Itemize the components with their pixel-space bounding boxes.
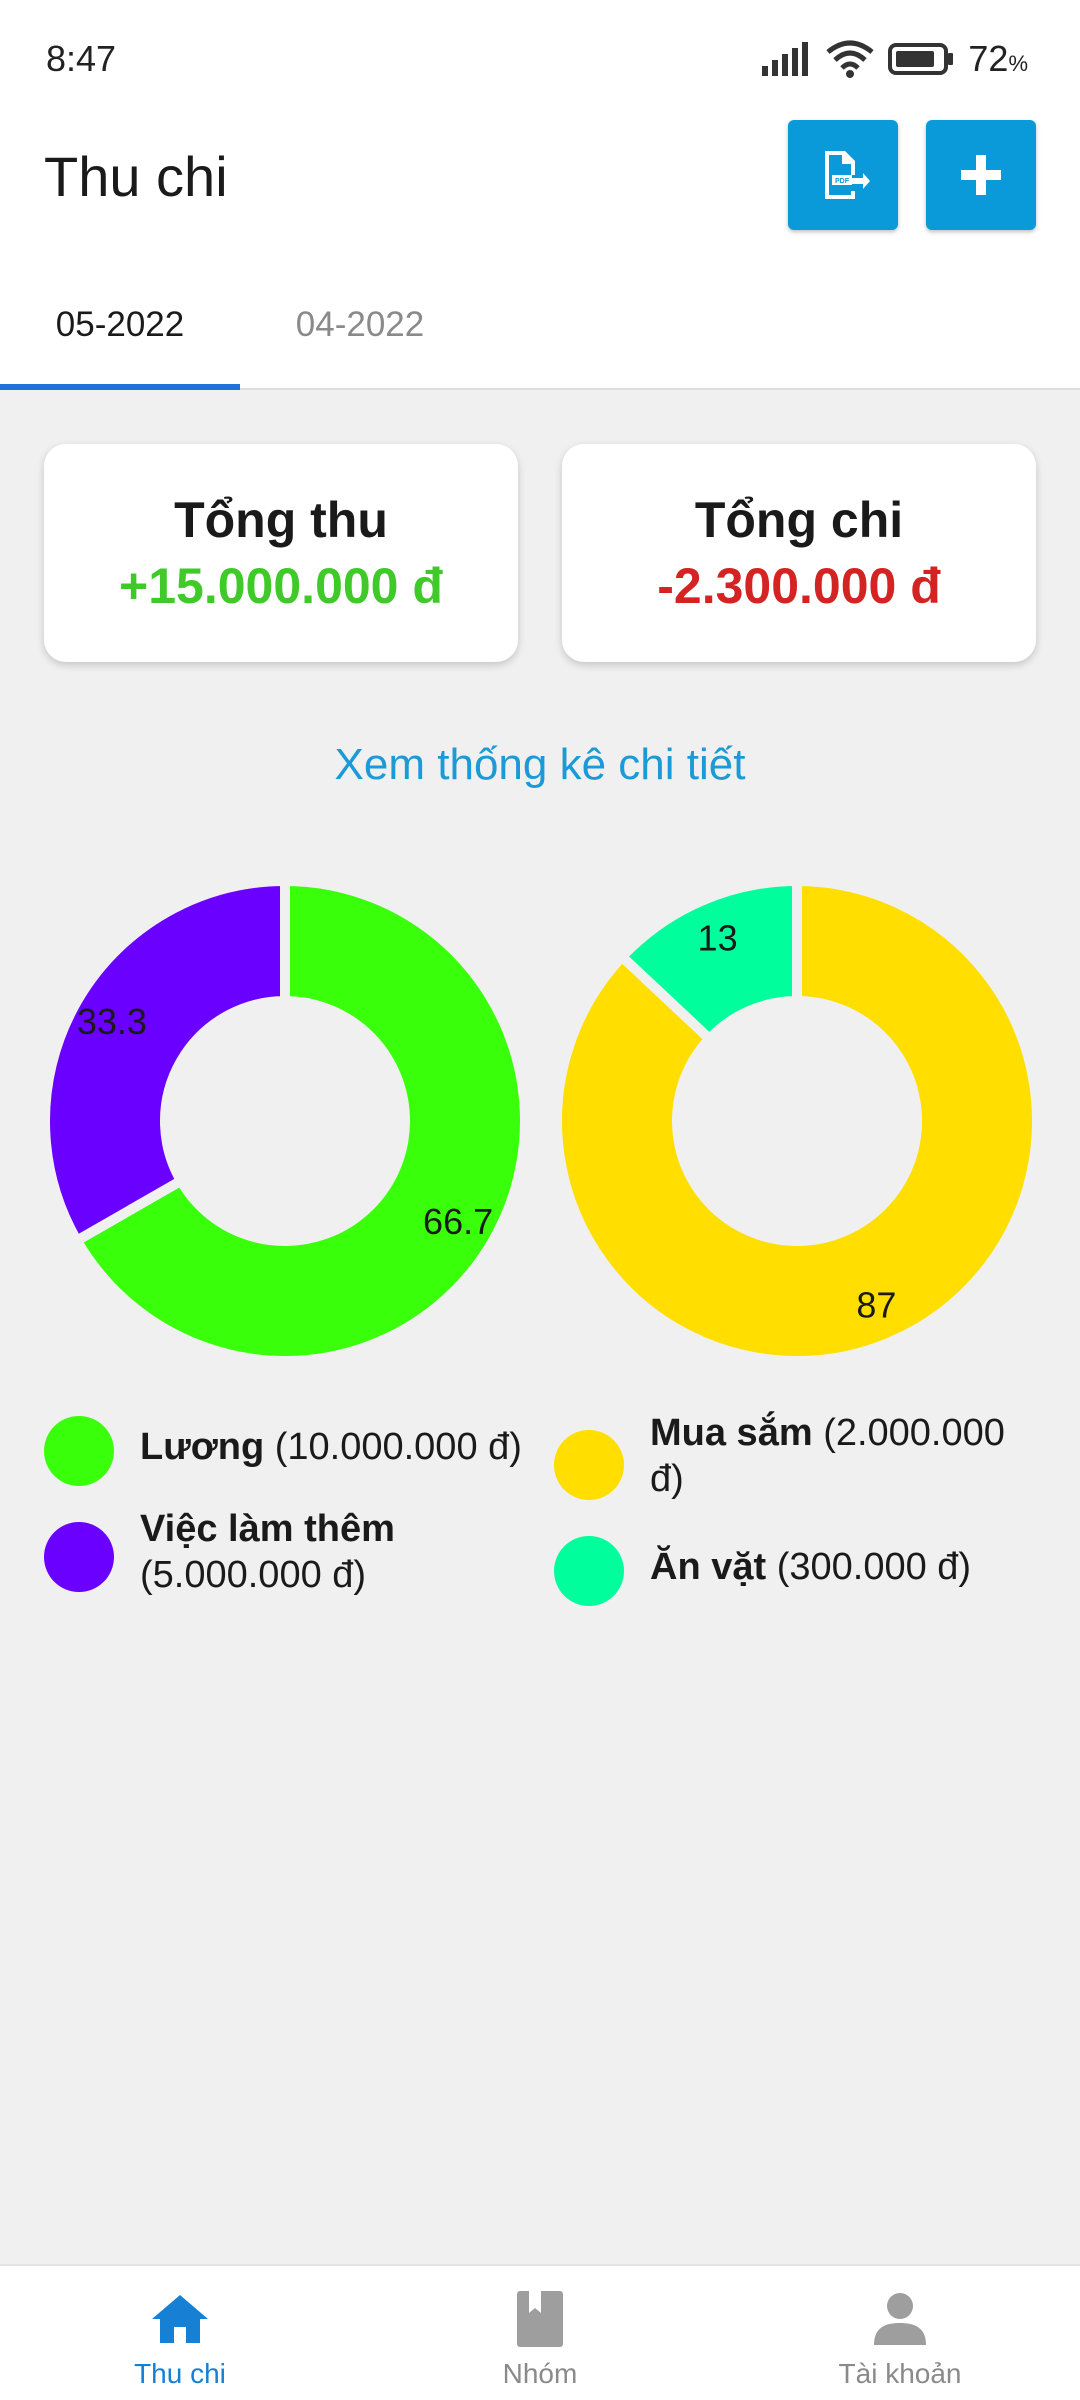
nav-label: Tài khoản (838, 2358, 962, 2389)
legend-item-luong: Lương (10.000.000 đ) (44, 1410, 544, 1486)
plus-icon (961, 155, 1001, 195)
status-time: 8:47 (46, 38, 117, 79)
income-amount: +15.000.000 đ (119, 558, 443, 614)
legend-dot-luong (44, 1416, 114, 1486)
expense-title: Tổng chi (694, 492, 904, 548)
expense-donut-chart: 87 13 (552, 876, 1042, 1366)
legend-amount: (300.000 đ) (776, 1546, 972, 1588)
legend-label: Ăn vặt (650, 1546, 767, 1588)
legend-item-an-vat: Ăn vặt (300.000 đ) (554, 1530, 1054, 1606)
income-donut-chart: 66.7 33.3 (40, 876, 530, 1366)
battery-unit: % (1008, 51, 1028, 76)
legend-dot-viec-lam-them (44, 1522, 114, 1592)
person-icon (872, 2286, 928, 2352)
donut-slice-1-1 (614, 876, 802, 1046)
wifi-icon (826, 40, 874, 78)
tab-month-04-2022[interactable]: 04-2022 (295, 305, 425, 344)
battery-value: 72 (968, 38, 1009, 79)
donut-slice-1-0 (552, 876, 1042, 1366)
nav-item-thu-chi[interactable]: Thu chi (0, 2266, 360, 2400)
view-detailed-stats-link[interactable]: Xem thống kê chi tiết (334, 740, 746, 789)
app-bar: Thu chi PDF (0, 110, 1080, 260)
nav-label: Nhóm (502, 2358, 578, 2389)
month-tabs: 05-2022 04-2022 (0, 260, 1080, 390)
signal-icon (762, 42, 809, 76)
income-title: Tổng thu (174, 492, 388, 548)
pdf-export-icon: PDF (825, 151, 870, 199)
status-bar: 8:47 72% (0, 0, 1080, 110)
bottom-navigation: Thu chi Nhóm Tài khoản (0, 2264, 1080, 2400)
legend-amount: (2.000.000 đ) (650, 1412, 1005, 1500)
legend-label: Việc làm thêm (140, 1508, 395, 1550)
expense-legend: Mua sắm (2.000.000 đ) Ăn vặt (300.000 đ) (554, 1410, 1054, 1606)
expense-amount: -2.300.000 đ (657, 558, 941, 614)
donut-slice-0-1 (40, 876, 290, 1248)
nav-label: Thu chi (134, 2358, 226, 2389)
legend-label: Lương (140, 1426, 265, 1468)
nav-item-tai-khoan[interactable]: Tài khoản (720, 2266, 1080, 2400)
legend-amount: (5.000.000 đ) (140, 1554, 367, 1596)
legend-item-mua-sam: Mua sắm (2.000.000 đ) (554, 1410, 1054, 1502)
add-transaction-button[interactable] (926, 120, 1036, 230)
legend-item-viec-lam-them: Việc làm thêm (5.000.000 đ) (44, 1506, 544, 1598)
legend-dot-an-vat (554, 1536, 624, 1606)
legend-dot-mua-sam (554, 1430, 624, 1500)
income-summary-card: Tổng thu +15.000.000 đ (44, 444, 518, 662)
book-icon (515, 2286, 565, 2352)
active-tab-indicator (0, 384, 240, 390)
expense-summary-card: Tổng chi -2.300.000 đ (562, 444, 1036, 662)
donut-slice-0-0 (70, 876, 530, 1366)
page-title: Thu chi (44, 145, 228, 208)
svg-text:PDF: PDF (835, 178, 850, 185)
battery-icon (888, 43, 954, 75)
legend-amount: (10.000.000 đ) (274, 1426, 522, 1468)
home-icon (150, 2286, 210, 2352)
donut-label-1-1: 13 (698, 917, 738, 958)
status-icons: 72% (762, 36, 1028, 82)
donut-label-0-0: 66.7 (423, 1201, 493, 1242)
export-pdf-button[interactable]: PDF (788, 120, 898, 230)
donut-label-1-0: 87 (856, 1285, 896, 1326)
income-legend: Lương (10.000.000 đ) Việc làm thêm (5.00… (44, 1410, 544, 1598)
battery-level: 72% (968, 38, 1028, 80)
donut-label-0-1: 33.3 (77, 1001, 147, 1042)
nav-item-nhom[interactable]: Nhóm (360, 2266, 720, 2400)
tab-month-05-2022[interactable]: 05-2022 (55, 305, 185, 344)
legend-label: Mua sắm (650, 1412, 813, 1454)
